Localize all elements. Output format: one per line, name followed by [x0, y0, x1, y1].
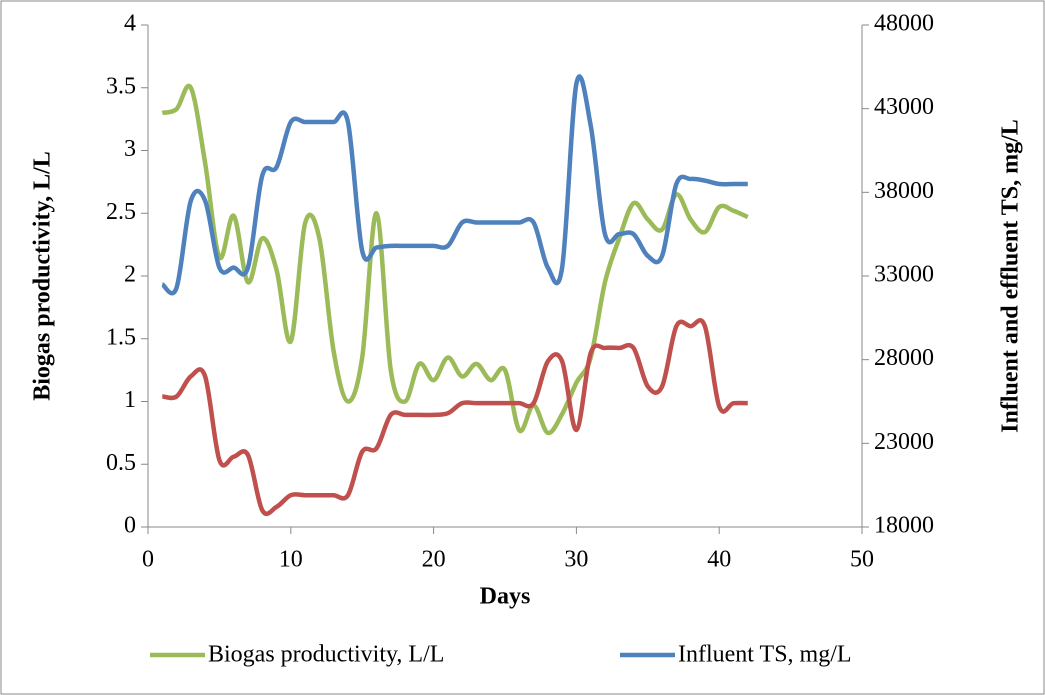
y2-tick-label: 38000	[874, 178, 934, 204]
y2-tick-label: 23000	[874, 429, 934, 455]
x-tick-label: 50	[850, 547, 874, 573]
x-axis-title: Days	[480, 584, 531, 610]
y-tick-label: 3	[124, 136, 136, 162]
x-tick-label: 0	[142, 547, 154, 573]
x-tick-label: 40	[707, 547, 731, 573]
y-tick-label: 3.5	[106, 73, 136, 99]
x-tick-label: 10	[279, 547, 303, 573]
y-tick-label: 2	[124, 262, 136, 288]
y-tick-label: 1	[124, 387, 136, 413]
y-tick-label: 2.5	[106, 199, 136, 225]
series-line	[161, 83, 749, 436]
x-tick-label: 20	[422, 547, 446, 573]
y2-tick-label: 48000	[874, 11, 934, 37]
y-tick-label: 0.5	[106, 450, 136, 476]
x-tick-label: 30	[564, 547, 588, 573]
y2-tick-label: 33000	[874, 262, 934, 288]
y2-axis-title: Influent and effluent TS, mg/L	[998, 119, 1024, 433]
y2-tick-label: 43000	[874, 94, 934, 120]
y2-tick-label: 28000	[874, 345, 934, 371]
y-tick-label: 4	[124, 11, 136, 37]
legend-label: Biogas productivity, L/L	[208, 642, 444, 668]
y-tick-label: 1.5	[106, 324, 136, 350]
y2-tick-label: 18000	[874, 513, 934, 539]
y-axis-title: Biogas productivity, L/L	[30, 151, 56, 401]
y-tick-label: 0	[124, 513, 136, 539]
legend-label: Influent TS, mg/L	[678, 642, 852, 668]
series-line	[162, 318, 748, 516]
series-line	[160, 74, 748, 296]
